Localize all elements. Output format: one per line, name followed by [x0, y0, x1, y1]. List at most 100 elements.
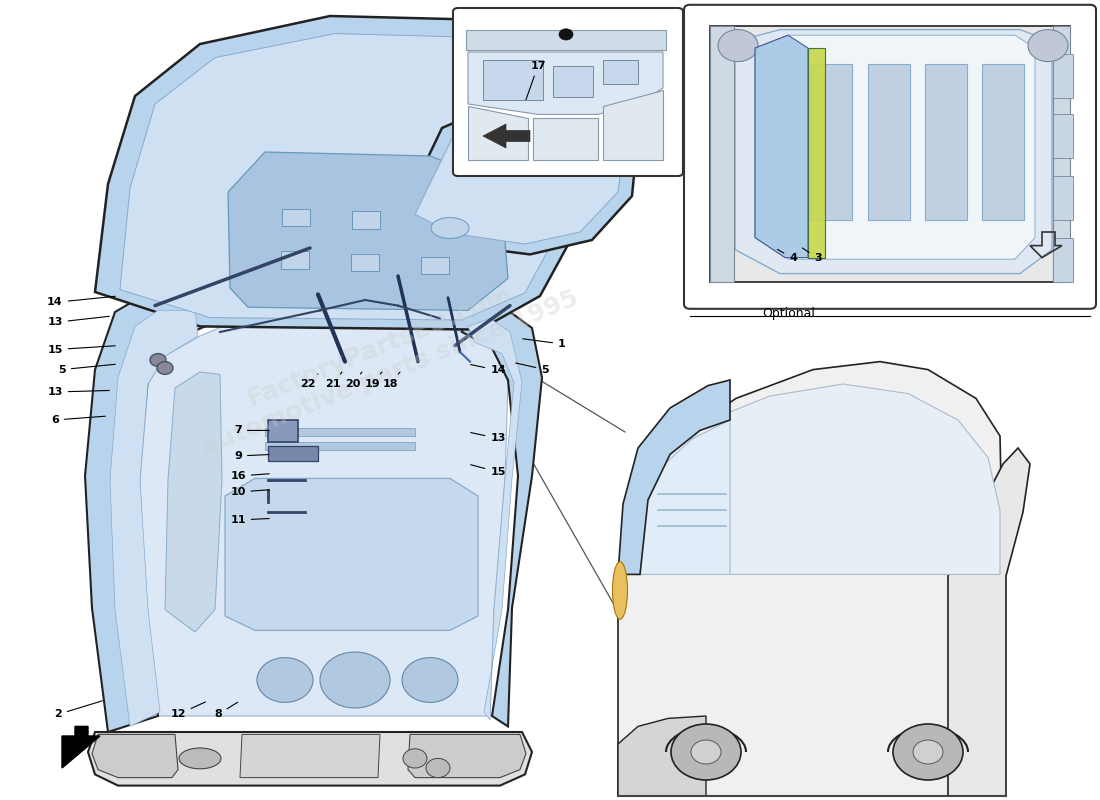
Polygon shape	[95, 16, 590, 330]
Circle shape	[257, 658, 314, 702]
Polygon shape	[226, 478, 478, 630]
Polygon shape	[735, 30, 1052, 274]
Bar	[421, 257, 449, 274]
Polygon shape	[755, 35, 1035, 259]
Text: FactoryPartsEU.com
automotive parts since 1995: FactoryPartsEU.com automotive parts sinc…	[188, 260, 582, 460]
Bar	[1053, 54, 1072, 98]
Bar	[603, 60, 638, 84]
Polygon shape	[210, 270, 460, 298]
Text: 6: 6	[51, 415, 106, 425]
Polygon shape	[468, 52, 663, 114]
Circle shape	[691, 740, 720, 764]
Text: Optional: Optional	[762, 307, 815, 320]
Text: 3: 3	[802, 248, 822, 263]
Text: 17: 17	[526, 61, 546, 100]
Polygon shape	[1053, 26, 1070, 282]
Polygon shape	[228, 152, 508, 310]
Bar	[1053, 176, 1072, 220]
Polygon shape	[618, 716, 706, 796]
Polygon shape	[88, 732, 532, 786]
FancyBboxPatch shape	[453, 8, 683, 176]
Polygon shape	[618, 362, 1003, 796]
Polygon shape	[240, 734, 380, 778]
Circle shape	[320, 652, 390, 708]
Text: 16: 16	[230, 471, 270, 481]
Polygon shape	[618, 380, 730, 574]
Circle shape	[402, 658, 458, 702]
Bar	[810, 64, 853, 220]
Circle shape	[718, 30, 758, 62]
Polygon shape	[640, 420, 730, 574]
Circle shape	[157, 362, 173, 374]
Polygon shape	[408, 734, 526, 778]
Text: 21: 21	[326, 372, 342, 389]
Polygon shape	[948, 448, 1030, 796]
Ellipse shape	[613, 562, 627, 619]
Circle shape	[671, 724, 741, 780]
Text: 13: 13	[471, 433, 506, 443]
Text: 14: 14	[471, 365, 506, 375]
Polygon shape	[400, 90, 638, 254]
Circle shape	[426, 758, 450, 778]
Polygon shape	[110, 310, 198, 726]
FancyBboxPatch shape	[684, 5, 1096, 309]
Bar	[553, 66, 593, 97]
Text: 2: 2	[54, 701, 102, 719]
Bar	[1053, 114, 1072, 158]
Polygon shape	[710, 26, 734, 282]
Bar	[268, 420, 298, 442]
Text: 5: 5	[58, 364, 116, 374]
Polygon shape	[755, 35, 808, 258]
Bar	[925, 64, 967, 220]
Bar	[282, 209, 310, 226]
Ellipse shape	[431, 218, 469, 238]
Polygon shape	[483, 124, 530, 148]
Text: 7: 7	[234, 426, 270, 435]
Text: 15: 15	[471, 465, 506, 477]
Polygon shape	[165, 372, 222, 632]
Text: 22: 22	[300, 374, 318, 389]
Polygon shape	[534, 118, 598, 160]
Text: 10: 10	[230, 487, 270, 497]
Text: 19: 19	[364, 372, 382, 389]
Polygon shape	[808, 48, 825, 258]
Text: 15: 15	[47, 345, 116, 354]
Text: 5: 5	[516, 363, 549, 374]
Bar	[280, 251, 309, 269]
Text: 4: 4	[778, 250, 796, 263]
Text: 9: 9	[234, 451, 270, 461]
Text: 12: 12	[170, 702, 206, 719]
Polygon shape	[618, 384, 1000, 574]
Circle shape	[1028, 30, 1068, 62]
Text: 1: 1	[522, 338, 565, 349]
Text: 20: 20	[345, 372, 362, 389]
Text: 8: 8	[214, 702, 238, 719]
Bar	[982, 64, 1024, 220]
Polygon shape	[198, 264, 475, 304]
Circle shape	[403, 749, 427, 768]
Ellipse shape	[179, 748, 221, 769]
Bar	[483, 60, 543, 100]
Circle shape	[559, 29, 573, 40]
Circle shape	[893, 724, 962, 780]
Text: 18: 18	[383, 372, 400, 389]
Text: 11: 11	[230, 515, 270, 525]
Bar	[868, 64, 910, 220]
Polygon shape	[140, 302, 508, 716]
Polygon shape	[462, 310, 542, 726]
Text: 14: 14	[47, 296, 116, 307]
Bar	[352, 211, 379, 229]
Text: 13: 13	[47, 316, 109, 327]
Polygon shape	[603, 90, 663, 160]
Polygon shape	[468, 106, 528, 160]
Bar	[351, 254, 380, 271]
Polygon shape	[710, 26, 1070, 282]
Circle shape	[150, 354, 166, 366]
Polygon shape	[468, 318, 522, 720]
Circle shape	[913, 740, 943, 764]
Polygon shape	[62, 726, 100, 768]
Polygon shape	[92, 734, 178, 778]
Bar	[268, 446, 318, 461]
Polygon shape	[85, 294, 205, 732]
Polygon shape	[120, 34, 572, 320]
